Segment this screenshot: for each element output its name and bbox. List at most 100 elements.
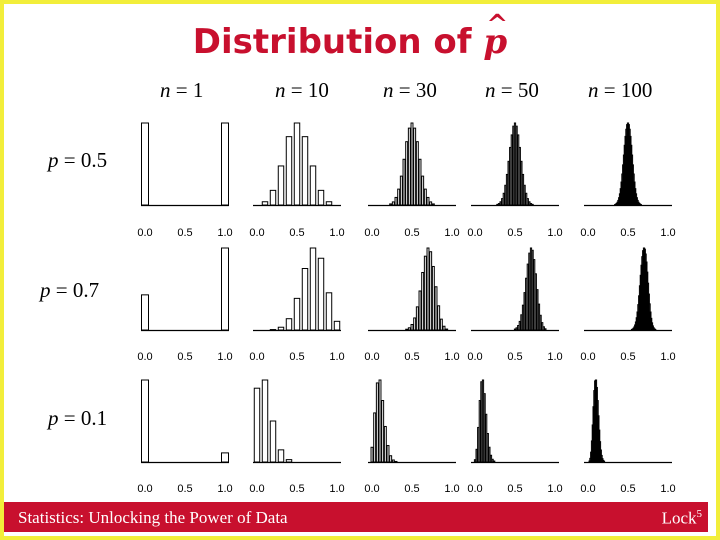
histogram-bar xyxy=(439,318,443,331)
tick-label: 1.0 xyxy=(329,227,344,239)
histogram-bar xyxy=(521,304,525,331)
histogram-bar xyxy=(502,192,505,206)
histogram-bar xyxy=(513,328,517,331)
histogram-bar xyxy=(531,249,534,331)
histogram-bar xyxy=(491,458,494,463)
histogram-bar xyxy=(413,317,417,331)
histogram-bar xyxy=(489,454,493,463)
tick-label: 0.0 xyxy=(137,483,152,495)
tick-label: 1.0 xyxy=(217,227,232,239)
histogram-bar xyxy=(269,420,277,463)
histogram-bar xyxy=(418,290,422,331)
tick-label: 1.0 xyxy=(217,483,232,495)
histogram-bar xyxy=(515,125,518,206)
histogram-bar xyxy=(375,382,379,463)
histogram-bar xyxy=(434,286,438,331)
histogram-bar xyxy=(410,323,414,331)
footer-book-title: Statistics: Unlocking the Power of Data xyxy=(18,508,288,527)
histogram-bar xyxy=(141,122,149,206)
histogram-bar xyxy=(378,379,382,463)
row-label-p05: p = 0.5 xyxy=(48,148,108,172)
histogram-bar xyxy=(431,265,435,331)
tick-label: 0.5 xyxy=(507,227,522,239)
hat-mark: ^ xyxy=(486,10,509,40)
row-label-p07: p = 0.7 xyxy=(40,278,100,302)
column-label-n100: n = 100 xyxy=(588,78,653,102)
histogram-bar xyxy=(515,327,518,331)
tick-label: 0.0 xyxy=(137,351,152,363)
histogram-bar xyxy=(386,445,390,463)
tick-label: 0.5 xyxy=(507,351,522,363)
histogram-bar xyxy=(253,387,261,463)
row-label-p01: p = 0.1 xyxy=(48,406,108,430)
histogram-bar xyxy=(542,326,545,331)
histogram-bar xyxy=(475,448,478,463)
histogram-bar xyxy=(544,328,547,331)
histogram-bar xyxy=(507,160,510,206)
tick-label: 1.0 xyxy=(329,483,344,495)
tick-label: 0.0 xyxy=(364,351,379,363)
histogram-bar xyxy=(429,251,433,331)
tick-label: 0.5 xyxy=(620,351,635,363)
histogram-bar xyxy=(529,203,533,206)
histogram-bar xyxy=(431,203,435,206)
histogram-bar xyxy=(261,201,269,206)
histogram-bar xyxy=(510,134,513,206)
tick-label: 1.0 xyxy=(660,483,675,495)
histogram-bar xyxy=(277,165,285,206)
histogram-bar xyxy=(483,393,486,463)
histogram-bar xyxy=(526,198,529,206)
tick-label: 0.5 xyxy=(404,351,419,363)
histogram-bar xyxy=(317,257,325,331)
histogram-bar xyxy=(277,449,285,463)
histogram-bar xyxy=(415,141,419,206)
tick-label: 1.0 xyxy=(547,227,562,239)
slide-title: Distribution of p ^ xyxy=(0,10,700,62)
histogram-bar xyxy=(533,259,536,331)
tick-label: 1.0 xyxy=(444,483,459,495)
histogram-bar xyxy=(309,247,317,331)
histogram-bar xyxy=(373,412,377,463)
tick-label: 1.0 xyxy=(547,483,562,495)
histogram-bar xyxy=(394,196,398,206)
histogram-bar xyxy=(517,134,520,206)
histogram-bar xyxy=(421,175,425,206)
histogram-bar xyxy=(221,122,229,206)
histogram-bar xyxy=(407,127,411,206)
histogram-bar xyxy=(528,201,531,206)
histogram-bar xyxy=(529,247,533,331)
histogram-bar xyxy=(505,173,509,206)
histogram-bar xyxy=(528,252,531,331)
tick-label: 1.0 xyxy=(444,227,459,239)
tick-label: 1.0 xyxy=(217,351,232,363)
histogram-bar xyxy=(520,314,523,331)
histogram-bar xyxy=(437,305,441,331)
title-text: Distribution of xyxy=(192,22,484,62)
histogram-bar xyxy=(141,294,149,331)
tick-label: 0.0 xyxy=(467,483,482,495)
tick-label: 0.5 xyxy=(289,351,304,363)
tick-label: 0.0 xyxy=(249,483,264,495)
histogram-bar xyxy=(407,327,411,331)
tick-label: 1.0 xyxy=(547,351,562,363)
histogram-bar xyxy=(513,122,517,206)
tick-label: 1.0 xyxy=(329,351,344,363)
histogram-bar xyxy=(285,136,293,206)
tick-label: 0.5 xyxy=(177,351,192,363)
histogram-bar xyxy=(509,146,512,206)
histogram-bar xyxy=(325,201,333,206)
footer-bar: Statistics: Unlocking the Power of Data … xyxy=(4,502,708,532)
histogram-bar xyxy=(301,136,309,206)
tick-label: 0.5 xyxy=(289,483,304,495)
p-hat-symbol: p ^ xyxy=(483,10,509,62)
tick-label: 1.0 xyxy=(444,351,459,363)
tick-label: 0.0 xyxy=(364,483,379,495)
column-label-n1: n = 1 xyxy=(160,78,204,102)
histogram-bar xyxy=(399,175,403,206)
tick-label: 0.5 xyxy=(289,227,304,239)
histogram-bar xyxy=(520,160,523,206)
histogram-bar xyxy=(293,297,301,331)
histogram-bar xyxy=(405,328,409,331)
